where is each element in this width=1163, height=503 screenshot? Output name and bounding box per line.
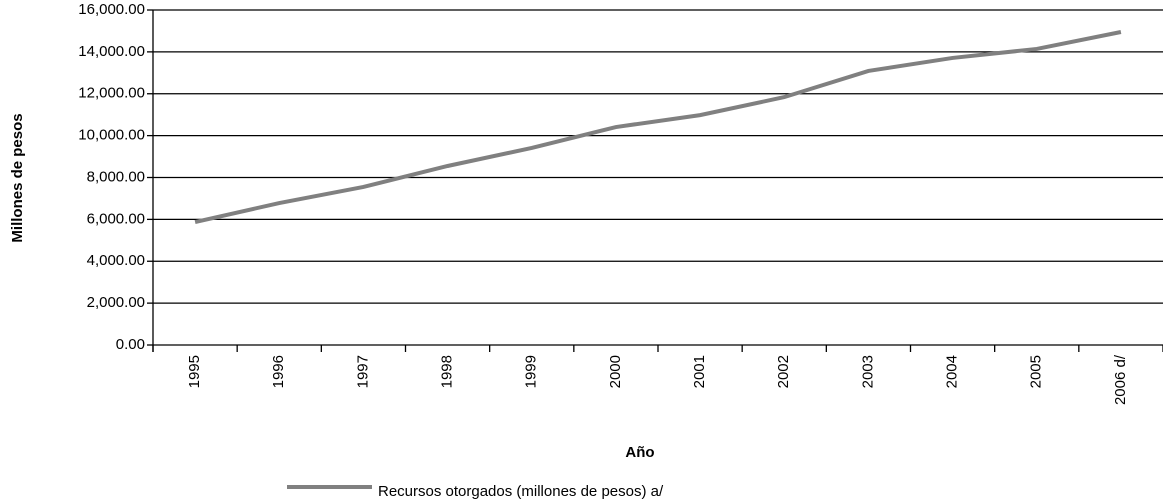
x-tick-label: 1995 (186, 355, 203, 388)
y-tick-label: 16,000.00 (78, 1, 145, 18)
x-tick-label: 2003 (859, 355, 876, 388)
x-tick-label: 2005 (1028, 355, 1045, 388)
x-axis-title: Año (625, 444, 654, 461)
x-tick-label: 2004 (944, 355, 961, 388)
x-tick-label: 1997 (354, 355, 371, 388)
y-tick-label: 10,000.00 (78, 127, 145, 144)
x-tick-label: 1999 (523, 355, 540, 388)
y-tick-label: 6,000.00 (87, 210, 145, 227)
x-tick-label: 2006 d/ (1112, 354, 1129, 405)
y-tick-label: 2,000.00 (87, 294, 145, 311)
y-tick-label: 4,000.00 (87, 252, 145, 269)
x-tick-label: 1998 (439, 355, 456, 388)
data-line (194, 30, 1122, 225)
x-tick-label: 2000 (607, 355, 624, 388)
x-tick-label: 1996 (270, 355, 287, 388)
legend-label: Recursos otorgados (millones de pesos) a… (378, 483, 664, 500)
y-tick-label: 12,000.00 (78, 85, 145, 102)
x-tick-label: 2001 (691, 355, 708, 388)
y-axis-title: Millones de pesos (9, 113, 26, 242)
y-tick-label: 14,000.00 (78, 43, 145, 60)
y-tick-label: 0.00 (116, 336, 145, 353)
x-tick-label: 2002 (775, 355, 792, 388)
y-tick-label: 8,000.00 (87, 168, 145, 185)
